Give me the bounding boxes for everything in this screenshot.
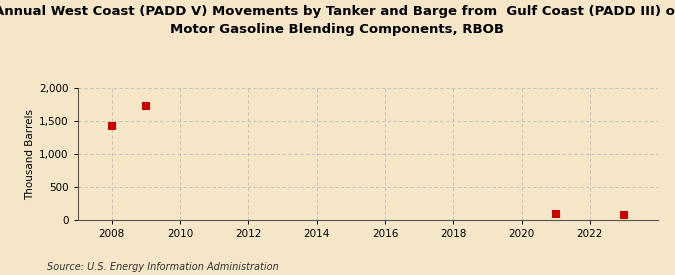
Point — [550, 211, 561, 216]
Point — [140, 104, 151, 108]
Y-axis label: Thousand Barrels: Thousand Barrels — [25, 109, 35, 199]
Text: Source: U.S. Energy Information Administration: Source: U.S. Energy Information Administ… — [47, 262, 279, 272]
Point — [618, 213, 629, 217]
Point — [107, 124, 117, 128]
Text: Annual West Coast (PADD V) Movements by Tanker and Barge from  Gulf Coast (PADD : Annual West Coast (PADD V) Movements by … — [0, 6, 675, 35]
